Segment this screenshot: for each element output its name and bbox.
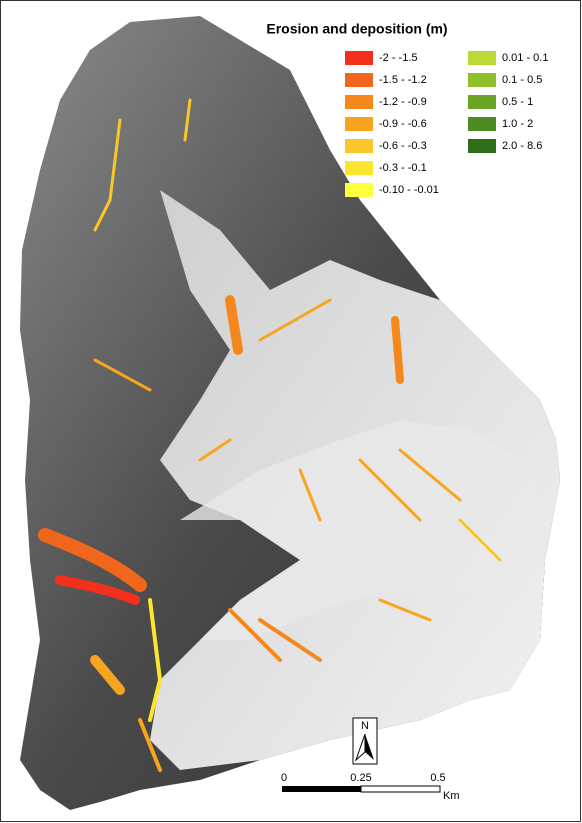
scale-label: 0 — [281, 772, 287, 784]
legend-swatch — [468, 73, 496, 87]
legend-label: 1.0 - 2 — [502, 118, 533, 130]
legend-swatch — [468, 139, 496, 153]
legend-swatch — [345, 117, 373, 131]
legend-label: -0.10 - -0.01 — [379, 184, 439, 196]
streak — [395, 320, 400, 380]
scale-bar-black — [282, 786, 361, 792]
legend-label: -2 - -1.5 — [379, 52, 418, 64]
legend-swatch — [345, 95, 373, 109]
scale-label: 0.25 — [350, 772, 371, 784]
legend-label: 0.01 - 0.1 — [502, 52, 548, 64]
legend-label: 2.0 - 8.6 — [502, 140, 542, 152]
legend-swatch — [468, 51, 496, 65]
legend-swatch — [345, 183, 373, 197]
map-figure: Erosion and deposition (m) -2 - -1.5 -1.5… — [0, 0, 582, 823]
north-label: N — [361, 720, 369, 732]
legend-label: 0.5 - 1 — [502, 96, 533, 108]
legend-label: -1.5 - -1.2 — [379, 74, 427, 86]
legend-title: Erosion and deposition (m) — [266, 21, 447, 37]
legend-label: -0.3 - -0.1 — [379, 162, 427, 174]
legend-swatch — [468, 95, 496, 109]
scale-label: 0.5 — [430, 772, 445, 784]
legend-label: -1.2 - -0.9 — [379, 96, 427, 108]
scale-unit: Km — [443, 790, 460, 802]
legend-label: -0.6 - -0.3 — [379, 140, 427, 152]
legend-label: -0.9 - -0.6 — [379, 118, 427, 130]
legend-swatch — [345, 161, 373, 175]
legend-label: 0.1 - 0.5 — [502, 74, 542, 86]
scale-bar-white — [361, 786, 440, 792]
legend-swatch — [345, 73, 373, 87]
legend-swatch — [468, 117, 496, 131]
legend-swatch — [345, 51, 373, 65]
legend-swatch — [345, 139, 373, 153]
